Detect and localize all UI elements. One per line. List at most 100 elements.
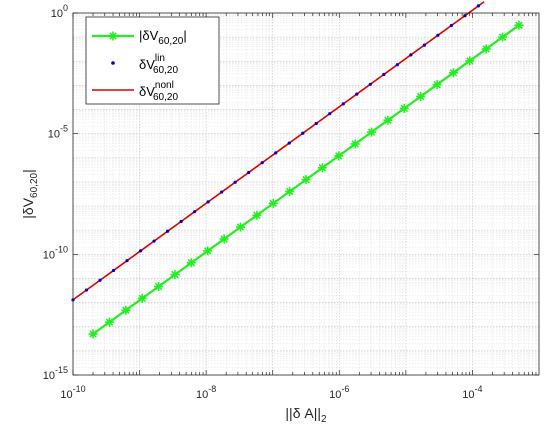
y-tick-exponent: -15: [55, 365, 68, 375]
y-tick-label: 100: [51, 3, 68, 20]
series-abs-marker-stroke: [384, 116, 392, 124]
x-axis-label: ||δ A||2: [285, 405, 327, 425]
x-tick-base: 10: [60, 389, 72, 401]
series-abs-marker-stroke: [89, 330, 97, 338]
series-abs-marker-stroke: [253, 211, 261, 219]
series-lin-point: [409, 53, 413, 57]
series-abs-marker: [301, 175, 311, 185]
y-tick-base: 10: [43, 249, 55, 261]
series-abs-marker: [481, 44, 491, 54]
x-tick-label: 10-6: [329, 384, 349, 401]
series-lin-point: [111, 268, 116, 273]
series-lin-point: [382, 72, 386, 77]
series-abs-marker: [383, 115, 393, 125]
series-lin-point: [476, 4, 481, 8]
x-tick-labels: 10-10 10-8 10-6 10-4: [60, 384, 482, 401]
series-lin-point: [395, 63, 399, 67]
series-abs-marker-stroke: [105, 318, 114, 326]
series-lin-point: [206, 200, 210, 204]
series-abs-marker-stroke: [220, 235, 228, 243]
y-tick-exponent: 0: [63, 3, 68, 13]
legend-samples: [92, 31, 134, 91]
series-lin-point: [368, 82, 372, 86]
series-abs-marker-stroke: [433, 80, 441, 89]
x-tick-exponent: -10: [73, 384, 86, 394]
x-tick-exponent: -4: [475, 384, 483, 394]
series-lin-point: [193, 210, 197, 214]
series-lin-point: [287, 141, 291, 145]
x-tick-base: 10: [462, 389, 474, 401]
series-abs-marker-stroke: [449, 68, 458, 77]
series-abs-marker: [154, 281, 164, 291]
series-abs-marker: [465, 56, 475, 66]
series-lin-point: [422, 43, 426, 47]
series-lin-point: [233, 180, 237, 184]
legend-sample-abs-marker: [108, 31, 118, 41]
series-abs-marker: [514, 20, 524, 30]
series-lin-point: [247, 170, 251, 175]
series-lin-point: [260, 161, 264, 165]
series-abs-marker-stroke: [335, 152, 343, 160]
series-lin-point: [220, 190, 224, 194]
series-abs-marker-stroke: [482, 45, 490, 53]
series-lin-point: [165, 229, 170, 233]
series-abs-marker: [416, 91, 426, 101]
series-abs-marker: [170, 270, 180, 280]
series-abs-marker: [235, 222, 245, 232]
y-tick-label: 10-15: [43, 365, 68, 382]
y-tick-base: 10: [43, 370, 55, 382]
series-abs-marker-stroke: [171, 270, 179, 279]
series-abs-marker-stroke: [400, 104, 409, 113]
series-lin: [71, 4, 481, 302]
y-tick-label: 10-5: [48, 124, 68, 141]
series-abs-marker: [219, 234, 229, 244]
y-tick-base: 10: [51, 8, 63, 20]
series-lin-point: [125, 259, 129, 263]
series-abs-marker: [203, 246, 213, 256]
y-tick-label: 10-10: [43, 244, 68, 261]
legend-sample-abs-marker-stroke: [109, 32, 117, 40]
series-abs-marker-stroke: [466, 57, 474, 65]
x-tick-base: 10: [329, 389, 341, 401]
x-tick-exponent: -6: [341, 384, 349, 394]
series-lin-point: [355, 92, 359, 96]
series-lin-point: [436, 33, 440, 37]
series-abs-marker-stroke: [367, 128, 376, 136]
series-abs-marker: [367, 127, 377, 137]
x-tick-label: 10-4: [462, 384, 482, 401]
series-lin-point: [449, 23, 453, 28]
series-lin-point: [98, 278, 102, 282]
series-abs-marker-stroke: [318, 163, 327, 172]
x-tick-base: 10: [196, 389, 208, 401]
y-tick-base: 10: [48, 129, 60, 141]
series-abs-marker-stroke: [154, 282, 163, 291]
series-abs-marker: [498, 32, 508, 42]
series-lin-point: [138, 249, 143, 253]
series-lin-point: [341, 102, 345, 106]
y-tick-exponent: -5: [60, 124, 68, 134]
y-tick-exponent: -10: [55, 244, 68, 254]
series-abs-marker-stroke: [122, 306, 130, 314]
series-abs-marker-stroke: [498, 33, 507, 41]
x-tick-label: 10-10: [60, 384, 85, 401]
series-abs-marker: [137, 293, 147, 303]
series-abs-marker: [399, 103, 409, 113]
series-abs-marker: [252, 210, 262, 220]
series-lin-point: [314, 121, 318, 126]
series-lin-point: [179, 219, 183, 224]
y-axis-label: |δV60,20|: [20, 169, 40, 218]
series-abs-marker: [334, 151, 344, 161]
plot-frame: [72, 12, 540, 376]
series-abs-marker: [448, 68, 458, 78]
series-abs: [88, 20, 524, 339]
series-abs-marker-stroke: [203, 247, 212, 255]
legend-label-lin: δVlin 60,20: [139, 53, 178, 76]
series-layer: [71, 1, 524, 339]
series-abs-marker-stroke: [351, 140, 359, 148]
series-abs-marker-stroke: [187, 258, 196, 267]
series-abs-marker-stroke: [302, 175, 310, 184]
series-abs-marker: [350, 139, 360, 149]
series-abs-marker-stroke: [285, 187, 294, 196]
